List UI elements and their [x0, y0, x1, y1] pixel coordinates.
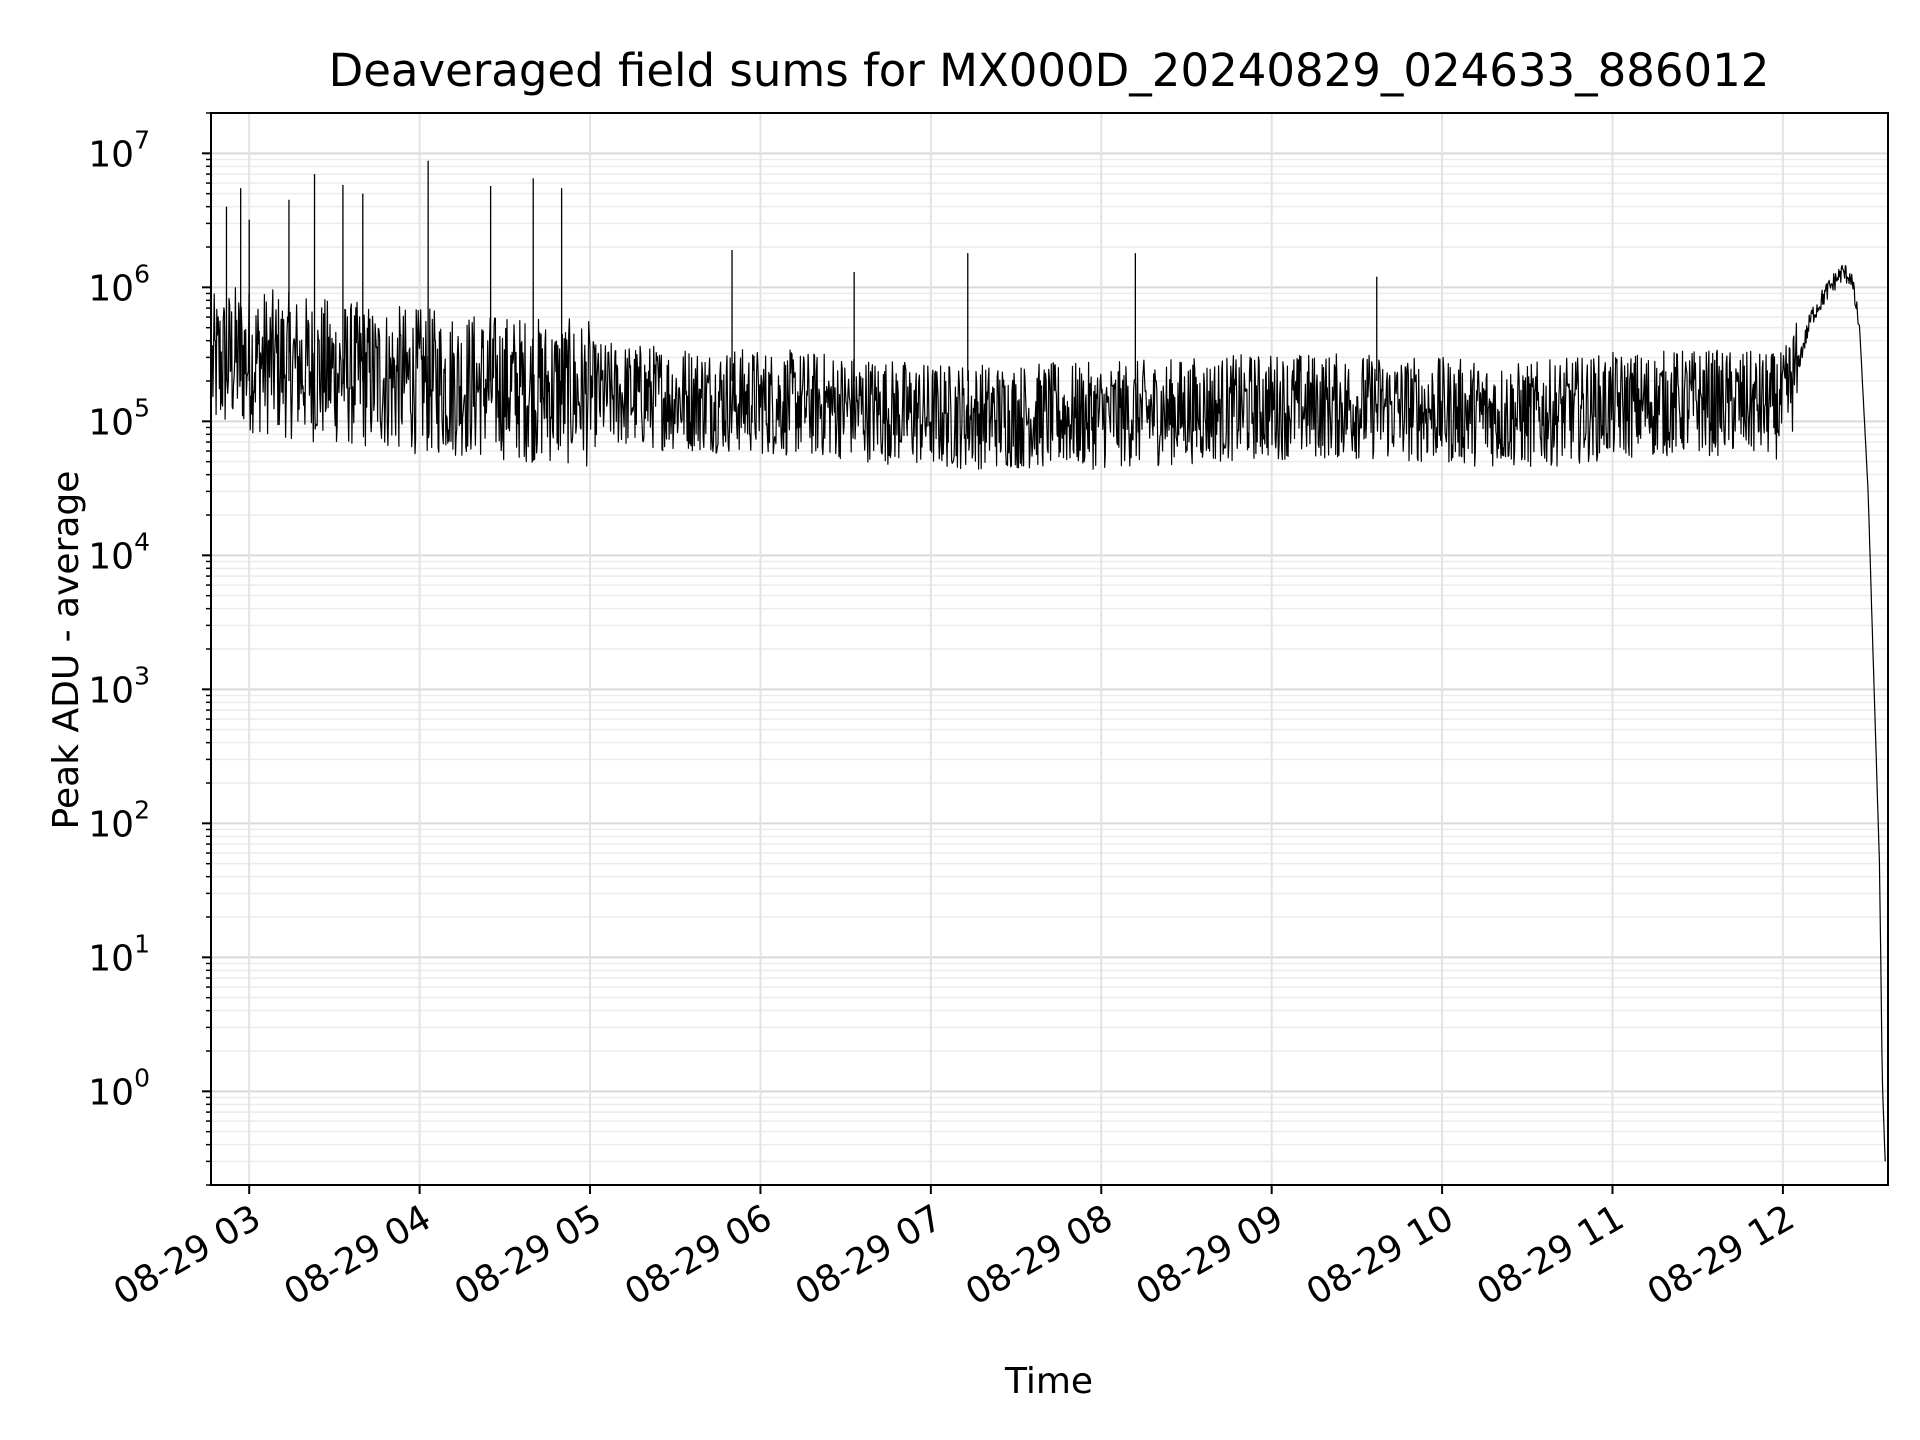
x-tick-label: 08-29 06 [618, 1197, 779, 1313]
chart-title: Deaveraged field sums for MX000D_2024082… [329, 44, 1770, 97]
x-tick-label: 08-29 07 [789, 1197, 950, 1313]
y-tick-label: 104 [88, 527, 150, 577]
y-tick-label: 103 [88, 661, 150, 711]
y-tick-label: 100 [88, 1063, 150, 1113]
y-tick-label: 107 [88, 125, 150, 175]
x-axis-label: Time [1004, 1361, 1093, 1402]
x-tick-label: 08-29 12 [1641, 1197, 1802, 1313]
x-tick-label: 08-29 09 [1130, 1197, 1291, 1313]
y-axis-ticks: 100 101 102 103 104 105 106 107 [88, 112, 211, 1186]
x-tick-label: 08-29 11 [1470, 1197, 1631, 1313]
x-tick-label: 08-29 03 [107, 1197, 268, 1313]
y-tick-label: 102 [88, 795, 150, 845]
spikes [225, 160, 1378, 381]
grid [211, 112, 1888, 1186]
x-tick-label: 08-29 10 [1300, 1197, 1461, 1313]
y-tick-label: 101 [88, 929, 150, 979]
x-axis-ticks: 08-29 03 08-29 04 08-29 05 08-29 06 08-29 07… [107, 1185, 1801, 1314]
y-tick-label: 106 [88, 259, 150, 309]
y-tick-label: 105 [88, 393, 150, 443]
y-axis-label: Peak ADU - average [46, 471, 87, 830]
series-line [211, 264, 1886, 1162]
x-tick-label: 08-29 04 [277, 1197, 438, 1313]
x-tick-label: 08-29 08 [959, 1197, 1120, 1313]
x-tick-label: 08-29 05 [448, 1197, 609, 1313]
